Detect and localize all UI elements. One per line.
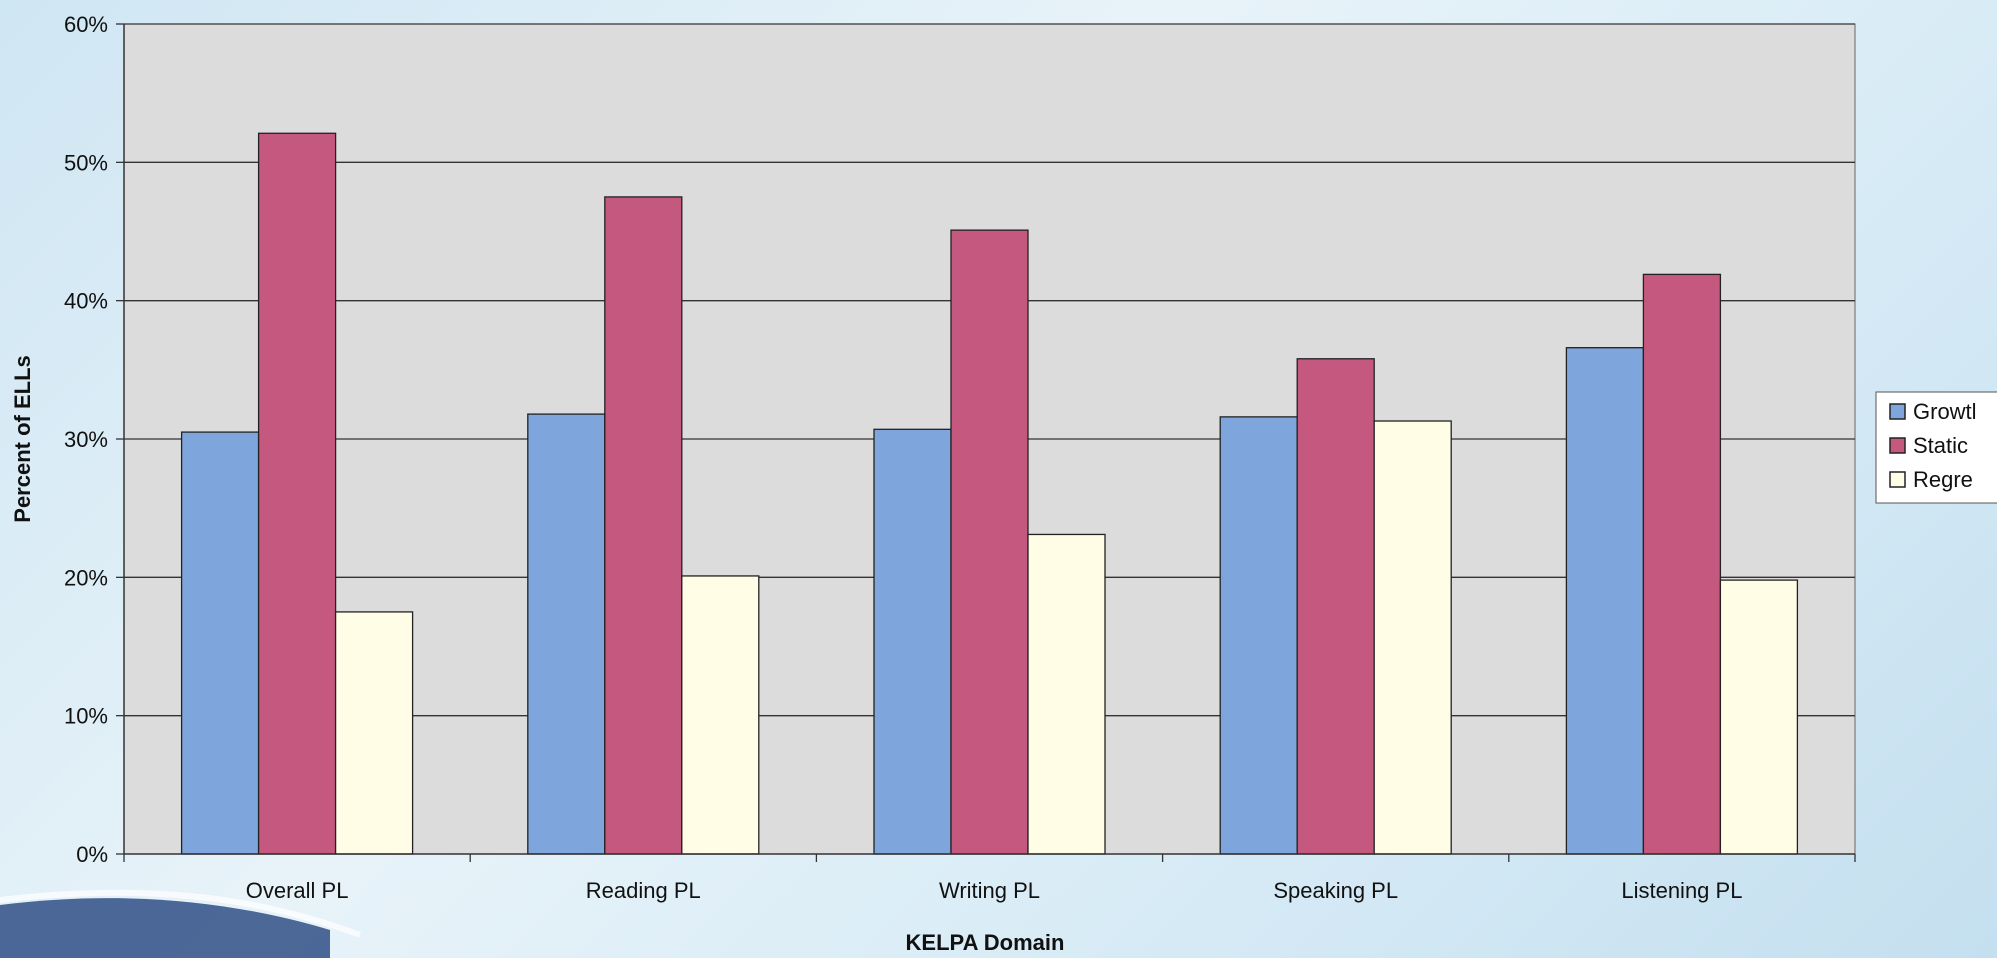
- bar-static-writing-pl: [950, 229, 1029, 855]
- background-swoosh-highlight: [0, 889, 362, 938]
- bar-static-overall-pl: [257, 132, 337, 855]
- bar-growth-reading-pl: [527, 413, 606, 855]
- bar-regression-speaking-pl: [1373, 420, 1452, 855]
- x-tick-label: Overall PL: [246, 878, 349, 903]
- y-tick-label: 30%: [64, 427, 108, 452]
- legend-label-regression: Regre: [1913, 467, 1973, 492]
- legend-swatch-static: [1889, 437, 1906, 454]
- y-tick-label: 10%: [64, 704, 108, 729]
- x-tick-label: Reading PL: [586, 878, 701, 903]
- x-tick-label: Writing PL: [939, 878, 1040, 903]
- x-axis-title: KELPA Domain: [906, 930, 1065, 955]
- y-tick-label: 60%: [64, 12, 108, 37]
- background-swoosh: [0, 898, 330, 958]
- y-tick-label: 40%: [64, 289, 108, 314]
- bar-regression-writing-pl: [1027, 533, 1106, 855]
- bar-growth-speaking-pl: [1219, 416, 1298, 855]
- legend-label-static: Static: [1913, 433, 1968, 458]
- bar-regression-overall-pl: [334, 611, 414, 855]
- bar-regression-reading-pl: [681, 575, 760, 855]
- legend-swatch-regression: [1889, 471, 1906, 488]
- bar-static-reading-pl: [604, 196, 683, 855]
- x-tick-label: Speaking PL: [1273, 878, 1398, 903]
- y-tick-label: 20%: [64, 565, 108, 590]
- bar-growth-writing-pl: [873, 428, 952, 855]
- legend-label-growth: Growtl: [1913, 399, 1977, 424]
- legend: Growtl Static Regre: [1875, 391, 1997, 504]
- bars: [180, 132, 1799, 855]
- y-tick-label: 0%: [76, 842, 108, 867]
- legend-swatch-growth: [1889, 403, 1906, 420]
- x-axis-ticks: Overall PL Reading PL Writing PL Speaking P…: [123, 854, 1856, 903]
- bar-static-speaking-pl: [1296, 358, 1375, 855]
- bar-growth-listening-pl: [1565, 347, 1645, 855]
- bar-regression-listening-pl: [1719, 579, 1799, 855]
- plot-area: 0% 10% 20% 30% 40% 50% 60% Overall PL Reading P…: [64, 12, 1856, 903]
- y-axis-ticks: 0% 10% 20% 30% 40% 50% 60%: [64, 12, 124, 867]
- y-tick-label: 50%: [64, 150, 108, 175]
- bar-growth-overall-pl: [180, 431, 260, 855]
- x-tick-label: Listening PL: [1621, 878, 1742, 903]
- bar-static-listening-pl: [1642, 273, 1722, 855]
- y-axis-title: Percent of ELLs: [10, 355, 35, 522]
